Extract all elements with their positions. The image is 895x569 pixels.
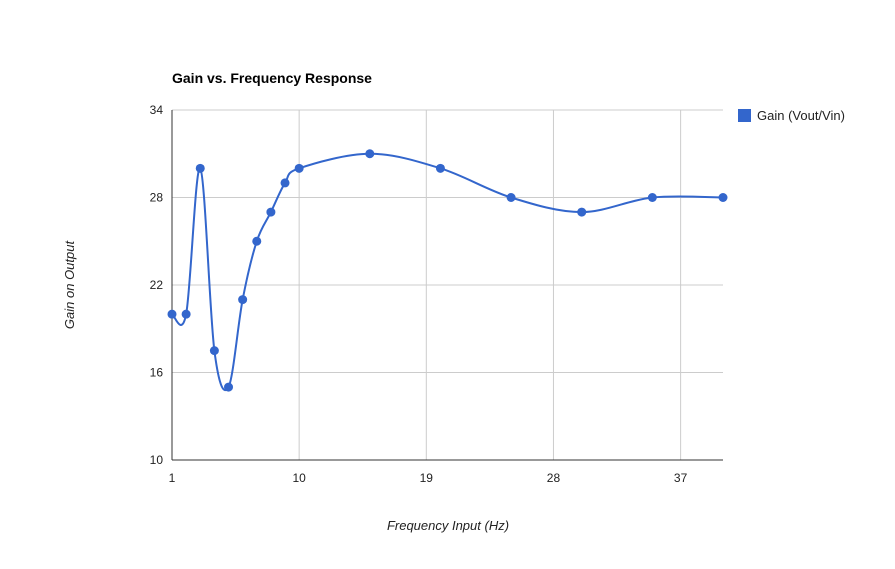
x-axis-label: Frequency Input (Hz) (387, 518, 509, 533)
x-tick-label: 28 (547, 471, 561, 485)
y-tick-label: 10 (150, 453, 164, 467)
y-tick-label: 22 (150, 278, 164, 292)
x-tick-label: 19 (420, 471, 434, 485)
data-point[interactable] (266, 207, 276, 217)
tick-labels: 10 16 22 28 34 1 10 19 28 37 (150, 103, 688, 485)
y-tick-label: 28 (150, 191, 164, 205)
data-point[interactable] (280, 178, 290, 188)
legend-label-gain: Gain (Vout/Vin) (757, 108, 845, 123)
data-point[interactable] (195, 163, 205, 173)
legend-swatch (738, 109, 751, 122)
data-point[interactable] (209, 346, 219, 356)
data-point[interactable] (365, 149, 375, 159)
data-point[interactable] (506, 193, 516, 202)
x-tick-label: 10 (292, 471, 306, 485)
series-gain (167, 149, 728, 392)
data-point[interactable] (294, 163, 304, 173)
y-tick-label: 16 (150, 366, 164, 380)
y-tick-label: 34 (150, 103, 164, 117)
axes (171, 110, 723, 461)
data-point[interactable] (224, 382, 234, 392)
data-point[interactable] (238, 295, 248, 305)
data-point[interactable] (252, 236, 262, 246)
y-axis-label: Gain on Output (62, 240, 77, 330)
chart-title: Gain vs. Frequency Response (172, 70, 372, 86)
x-tick-label: 1 (169, 471, 176, 485)
data-point[interactable] (577, 207, 587, 217)
legend: Gain (Vout/Vin) (738, 108, 845, 123)
data-point[interactable] (435, 163, 445, 173)
data-point[interactable] (167, 309, 177, 319)
data-point[interactable] (718, 193, 728, 202)
data-point[interactable] (647, 193, 657, 202)
data-point[interactable] (181, 309, 191, 319)
grid (172, 109, 723, 460)
x-tick-label: 37 (674, 471, 688, 485)
series-line (171, 152, 724, 392)
